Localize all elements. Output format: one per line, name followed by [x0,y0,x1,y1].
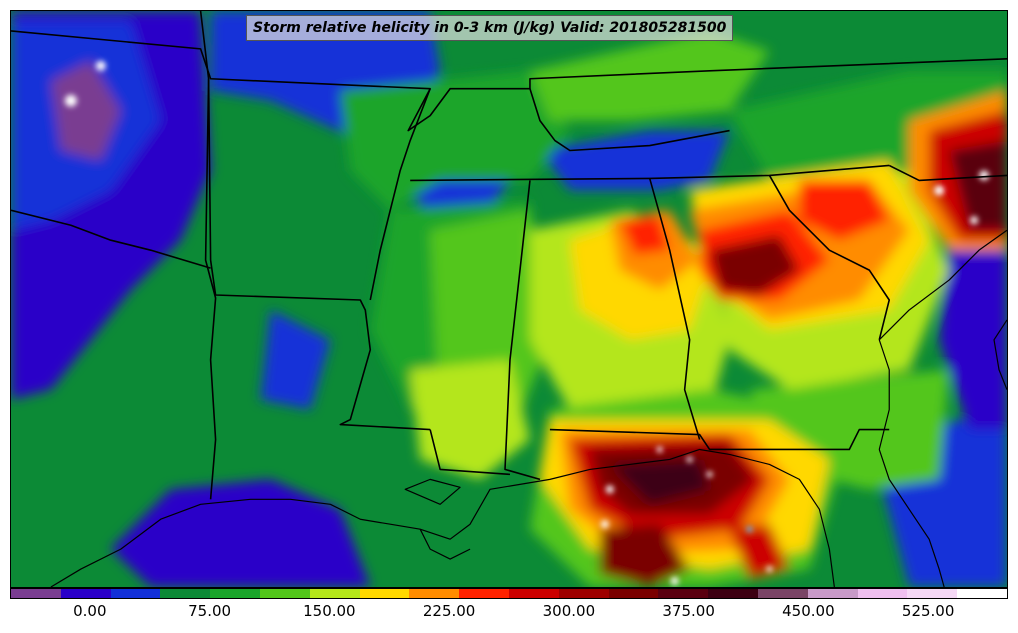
map-title: Storm relative helicity in 0-3 km (J/kg)… [246,15,734,41]
colorbar-tick-label: 375.00 [662,602,715,620]
colorbar-tick-label: 150.00 [303,602,356,620]
colorbar-segment [907,589,958,598]
colorbar-tick-label: 525.00 [901,602,955,620]
colorbar-segment [160,589,211,598]
colorbar-segment [658,589,709,598]
colorbar-ticks: 0.00 75.00 150.00 225.00 300.00 375.00 450.00 5… [10,602,1008,624]
colorbar-segment [309,589,360,598]
coastline [50,229,1007,587]
colorbar-segment [708,589,758,598]
colorbar-tick-label: 450.00 [782,602,835,620]
colorbar-tick-label: 75.00 [188,602,232,620]
helicity-field [11,11,1007,587]
colorbar-tick-label: 0.00 [73,602,107,620]
colorbar-segment [259,589,310,598]
colorbar-segment [210,589,260,598]
colorbar [10,588,1008,599]
colorbar-segment [409,589,460,598]
state-borders [11,11,1007,500]
colorbar-segment [60,589,111,598]
colorbar-segment [11,589,61,598]
colorbar-segment [359,589,410,598]
map-canvas [11,11,1007,587]
colorbar-segment [608,589,659,598]
colorbar-segment [508,589,559,598]
helicity-map [10,10,1008,588]
helicity-speckles [64,60,990,586]
colorbar-segment [957,589,1007,598]
colorbar-segment [857,589,908,598]
colorbar-segment [757,589,808,598]
colorbar-tick-label: 225.00 [422,602,476,620]
colorbar-segment [459,589,509,598]
colorbar-segment [558,589,609,598]
colorbar-tick-label: 300.00 [542,602,596,620]
colorbar-segment [807,589,858,598]
colorbar-segment [110,589,161,598]
